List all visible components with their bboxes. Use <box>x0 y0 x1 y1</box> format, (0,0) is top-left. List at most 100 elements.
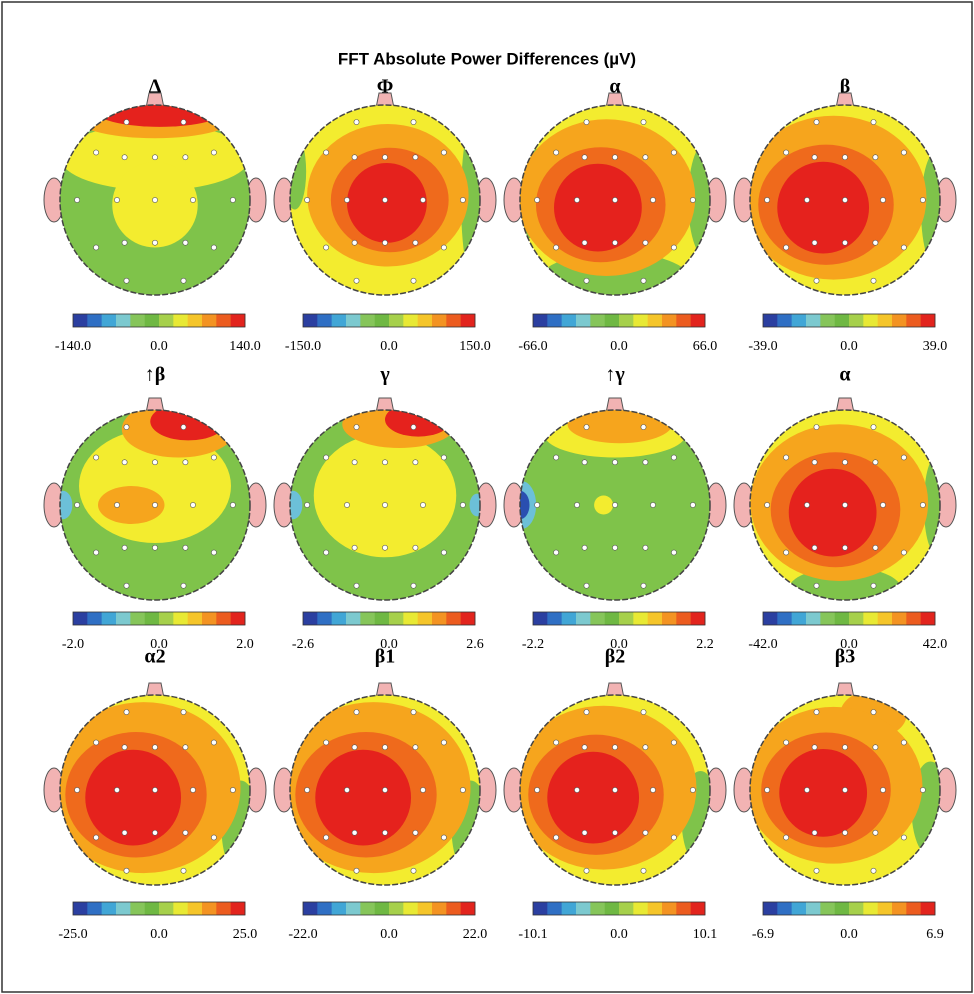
electrode <box>352 460 357 465</box>
colorbar-segment <box>73 902 88 915</box>
colorbar-min: -10.1 <box>518 927 547 942</box>
electrode <box>650 502 655 507</box>
colorbar-segment <box>231 612 246 625</box>
colorbar-segment <box>317 612 332 625</box>
electrode <box>643 745 648 750</box>
electrode <box>181 425 186 430</box>
electrode <box>814 868 819 873</box>
electrode <box>122 155 127 160</box>
colorbar-segment <box>605 612 620 625</box>
colorbar-max: 39.0 <box>923 339 948 354</box>
electrode <box>873 460 878 465</box>
colorbar-segment <box>662 314 677 327</box>
colorbar-segment <box>231 902 246 915</box>
electrode <box>641 583 646 588</box>
colorbar-segment <box>648 612 663 625</box>
colorbar-segment <box>777 612 792 625</box>
colorbar-min: -2.0 <box>62 637 84 652</box>
colorbar-segment <box>116 314 131 327</box>
colorbar-segment <box>432 902 447 915</box>
electrode <box>814 583 819 588</box>
colorbar-segment <box>648 314 663 327</box>
electrode <box>181 868 186 873</box>
colorbar-max: 2.6 <box>466 637 484 652</box>
colorbar-segment <box>691 902 706 915</box>
colorbar-segment <box>389 612 404 625</box>
heat-region <box>85 750 181 846</box>
electrode <box>420 197 425 202</box>
electrode <box>842 545 847 550</box>
colorbar-segment <box>102 314 117 327</box>
colorbar-segment <box>676 902 691 915</box>
colorbar-segment <box>145 902 160 915</box>
electrode <box>814 425 819 430</box>
colorbar-segment <box>130 902 145 915</box>
electrode <box>814 710 819 715</box>
colorbar-segment <box>332 612 347 625</box>
electrode <box>305 197 310 202</box>
colorbar-segment <box>346 902 361 915</box>
electrode <box>842 830 847 835</box>
colorbar-segment <box>849 314 864 327</box>
electrode <box>124 425 129 430</box>
colorbar-segment <box>389 314 404 327</box>
electrode <box>690 787 695 792</box>
colorbar-segment <box>87 314 102 327</box>
colorbar-min: -66.0 <box>518 339 547 354</box>
electrode <box>382 745 387 750</box>
electrode <box>211 835 216 840</box>
heat-region <box>779 749 867 837</box>
colorbar-segment <box>835 314 850 327</box>
colorbar-segment <box>346 612 361 625</box>
electrode <box>352 240 357 245</box>
electrode <box>671 455 676 460</box>
electrode <box>413 155 418 160</box>
electrode <box>784 550 789 555</box>
electrode <box>124 710 129 715</box>
colorbar-segment <box>446 314 461 327</box>
electrode <box>535 197 540 202</box>
electrode <box>181 710 186 715</box>
heat-region <box>547 752 639 844</box>
colorbar-min: -39.0 <box>748 339 777 354</box>
electrode <box>842 502 847 507</box>
electrode <box>352 545 357 550</box>
colorbar-segment <box>691 314 706 327</box>
colorbar-segment <box>403 612 418 625</box>
colorbar-segment <box>403 902 418 915</box>
colorbar-segment <box>159 902 174 915</box>
colorbar-segment <box>547 902 562 915</box>
electrode <box>324 150 329 155</box>
electrode <box>584 278 589 283</box>
electrode <box>584 120 589 125</box>
colorbar-segment <box>605 314 620 327</box>
electrode <box>411 425 416 430</box>
colorbar-segment <box>619 902 634 915</box>
colorbar-segment <box>418 902 433 915</box>
colorbar-segment <box>216 612 231 625</box>
colorbar-min: -2.6 <box>292 637 314 652</box>
electrode <box>641 120 646 125</box>
electrode <box>871 425 876 430</box>
heat-region <box>112 162 198 248</box>
colorbar-segment <box>432 612 447 625</box>
electrode <box>190 787 195 792</box>
colorbar-segment <box>375 612 390 625</box>
electrode <box>354 710 359 715</box>
electrode <box>152 197 157 202</box>
electrode <box>814 120 819 125</box>
electrode <box>114 502 119 507</box>
electrode <box>871 278 876 283</box>
colorbar-segment <box>145 612 160 625</box>
electrode <box>901 150 906 155</box>
heat-region <box>315 750 411 846</box>
electrode <box>765 197 770 202</box>
heat-region <box>789 469 877 557</box>
electrode <box>554 835 559 840</box>
colorbar-min: -2.2 <box>522 637 544 652</box>
colorbar-segment <box>173 902 188 915</box>
electrode <box>183 745 188 750</box>
electrode <box>671 740 676 745</box>
electrode <box>75 502 80 507</box>
electrode <box>354 425 359 430</box>
